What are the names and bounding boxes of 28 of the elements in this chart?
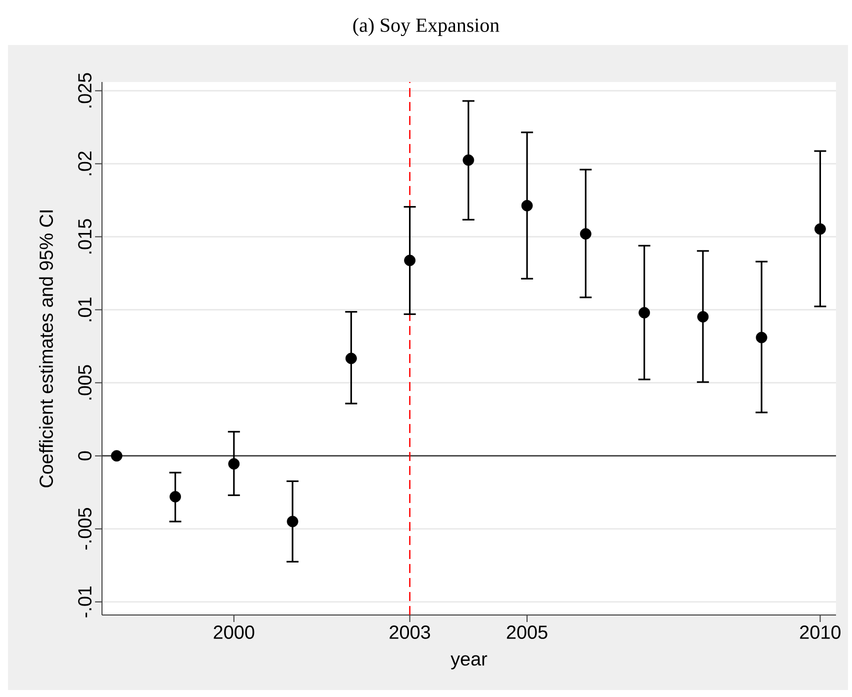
point — [756, 332, 768, 344]
x-tick-label: 2005 — [506, 626, 548, 639]
y-tick-label: .005 — [78, 365, 92, 400]
point — [697, 311, 709, 322]
y-tick-label: .015 — [78, 219, 92, 254]
point — [110, 450, 122, 462]
x-tick-label: 2003 — [390, 626, 430, 639]
x-tick-label: 2010 — [800, 626, 840, 639]
y-tick-label: .01 — [78, 298, 92, 322]
point — [521, 200, 533, 212]
x-tick-label: 2000 — [214, 626, 254, 639]
y-tick-label: 0 — [78, 451, 92, 460]
y-axis-title: Coefficient estimates and 95% CI — [39, 210, 53, 488]
point — [286, 516, 298, 528]
y-tick-label: -.01 — [78, 586, 92, 618]
chart-title: (a) Soy Expansion — [353, 18, 500, 36]
point — [462, 154, 474, 166]
y-tick-label: .025 — [78, 73, 92, 108]
point — [228, 458, 240, 470]
point — [170, 491, 181, 502]
y-tick-label: .02 — [78, 152, 92, 176]
y-tick-label: -.005 — [78, 508, 92, 550]
point — [345, 352, 357, 364]
point — [638, 307, 650, 318]
point — [580, 228, 592, 240]
x-axis-title: year — [450, 655, 488, 670]
point — [404, 254, 416, 266]
point — [814, 223, 826, 235]
